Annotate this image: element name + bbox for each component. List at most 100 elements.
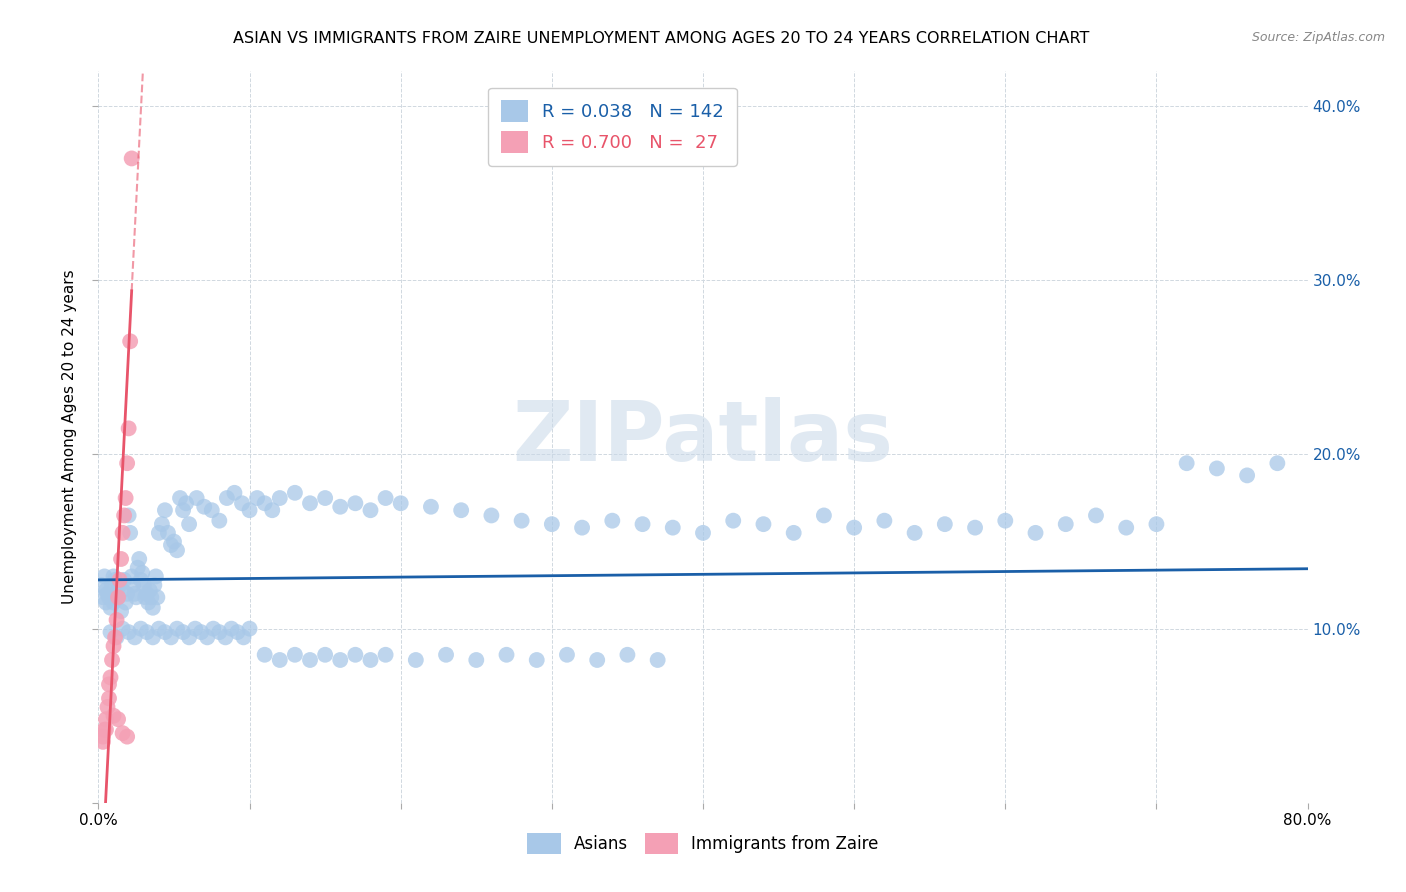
Point <box>112 508 135 523</box>
Point <box>122 578 145 592</box>
Point <box>108 573 131 587</box>
Point <box>112 573 135 587</box>
Point <box>360 503 382 517</box>
Point <box>143 578 166 592</box>
Point <box>96 587 118 601</box>
Point <box>246 491 269 505</box>
Point <box>374 491 396 505</box>
Y-axis label: Unemployment Among Ages 20 to 24 years: Unemployment Among Ages 20 to 24 years <box>62 269 77 605</box>
Point <box>94 583 117 598</box>
Point <box>90 578 112 592</box>
Point <box>284 648 307 662</box>
Point <box>224 485 246 500</box>
Point <box>107 591 129 605</box>
Point <box>115 456 138 470</box>
Point <box>783 525 806 540</box>
Point <box>360 653 382 667</box>
Point <box>1144 517 1167 532</box>
Point <box>1085 508 1108 523</box>
Point <box>118 625 141 640</box>
Point <box>103 595 125 609</box>
Point <box>132 578 155 592</box>
Point <box>107 712 129 726</box>
Legend: Asians, Immigrants from Zaire: Asians, Immigrants from Zaire <box>520 827 886 860</box>
Point <box>184 622 207 636</box>
Point <box>169 491 191 505</box>
Point <box>269 653 291 667</box>
Point <box>150 517 173 532</box>
Point <box>450 503 472 517</box>
Point <box>299 653 322 667</box>
Point <box>344 648 367 662</box>
Point <box>434 648 457 662</box>
Point <box>98 677 121 691</box>
Point <box>994 514 1017 528</box>
Point <box>208 514 231 528</box>
Point <box>526 653 548 667</box>
Point <box>103 708 125 723</box>
Point <box>405 653 427 667</box>
Point <box>813 508 835 523</box>
Point <box>124 587 146 601</box>
Point <box>115 730 138 744</box>
Point <box>481 508 503 523</box>
Point <box>201 503 224 517</box>
Point <box>195 631 218 645</box>
Point <box>136 595 159 609</box>
Point <box>344 496 367 510</box>
Point <box>1236 468 1258 483</box>
Point <box>314 648 336 662</box>
Point <box>873 514 896 528</box>
Point <box>139 583 162 598</box>
Point <box>118 421 141 435</box>
Point <box>93 569 115 583</box>
Point <box>94 595 117 609</box>
Point <box>156 525 179 540</box>
Point <box>571 521 593 535</box>
Point <box>120 525 142 540</box>
Point <box>93 723 115 737</box>
Point <box>1054 517 1077 532</box>
Point <box>98 691 121 706</box>
Point <box>111 726 134 740</box>
Point <box>111 583 134 598</box>
Point <box>465 653 488 667</box>
Point <box>193 500 215 514</box>
Point <box>692 525 714 540</box>
Point <box>100 670 122 684</box>
Text: ZIPatlas: ZIPatlas <box>513 397 893 477</box>
Text: ASIAN VS IMMIGRANTS FROM ZAIRE UNEMPLOYMENT AMONG AGES 20 TO 24 YEARS CORRELATIO: ASIAN VS IMMIGRANTS FROM ZAIRE UNEMPLOYM… <box>232 31 1090 46</box>
Point <box>231 496 253 510</box>
Point <box>420 500 443 514</box>
Point <box>128 552 150 566</box>
Point <box>284 485 307 500</box>
Point <box>111 622 134 636</box>
Point <box>329 500 352 514</box>
Point <box>160 538 183 552</box>
Point <box>142 631 165 645</box>
Point <box>172 503 194 517</box>
Point <box>239 622 262 636</box>
Point <box>510 514 533 528</box>
Point <box>1206 461 1229 475</box>
Text: Source: ZipAtlas.com: Source: ZipAtlas.com <box>1251 31 1385 45</box>
Point <box>148 622 170 636</box>
Point <box>91 591 114 605</box>
Point <box>127 560 149 574</box>
Point <box>105 587 128 601</box>
Point <box>208 625 231 640</box>
Point <box>96 700 118 714</box>
Point <box>214 631 236 645</box>
Point <box>94 723 117 737</box>
Point <box>124 631 146 645</box>
Point <box>134 591 156 605</box>
Point <box>105 631 128 645</box>
Point <box>129 622 152 636</box>
Point <box>111 525 134 540</box>
Point <box>1115 521 1137 535</box>
Point <box>110 552 132 566</box>
Point <box>314 491 336 505</box>
Point <box>269 491 291 505</box>
Point <box>115 587 138 601</box>
Point <box>108 578 131 592</box>
